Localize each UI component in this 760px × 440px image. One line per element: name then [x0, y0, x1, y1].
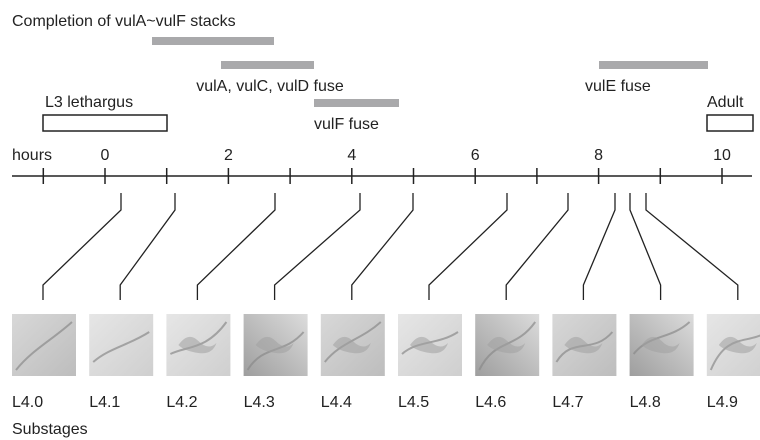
- connector: [352, 193, 413, 300]
- event-label: vulE fuse: [585, 78, 651, 95]
- substage-label: L4.7: [552, 394, 583, 411]
- stage-label: Adult: [707, 94, 744, 111]
- substage-label: L4.2: [166, 394, 197, 411]
- stage-box: [43, 115, 167, 131]
- event-bar: [599, 61, 708, 69]
- substage-label: L4.6: [475, 394, 506, 411]
- substage-label: L4.9: [707, 394, 738, 411]
- stage-label: L3 lethargus: [45, 94, 133, 111]
- axis-tick-label: 4: [347, 147, 356, 164]
- axis-tick-label: 8: [594, 147, 603, 164]
- substage-label: L4.5: [398, 394, 429, 411]
- event-label: vulA, vulC, vulD fuse: [196, 78, 344, 95]
- substage-label: L4.0: [12, 394, 43, 411]
- connector: [275, 193, 360, 300]
- connector: [197, 193, 275, 300]
- stage-box: [707, 115, 753, 131]
- connector: [429, 193, 507, 300]
- axis-label: hours: [12, 147, 52, 164]
- axis-tick-label: 2: [224, 147, 233, 164]
- axis-tick-label: 6: [471, 147, 480, 164]
- timeline-figure: Completion of vulA~vulF stacks vulA, vul…: [0, 0, 760, 440]
- event-bar: [314, 99, 399, 107]
- connector: [43, 193, 121, 300]
- substage-label: L4.3: [244, 394, 275, 411]
- connector: [630, 193, 661, 300]
- connector: [120, 193, 175, 300]
- stack-bar: [152, 37, 274, 45]
- axis-tick-label: 10: [713, 147, 731, 164]
- axis-tick-label: 0: [101, 147, 110, 164]
- substage-label: L4.4: [321, 394, 352, 411]
- substages-label: Substages: [12, 421, 88, 438]
- figure-title: Completion of vulA~vulF stacks: [12, 13, 236, 30]
- substage-label: L4.1: [89, 394, 120, 411]
- event-bar: [221, 61, 314, 69]
- connector: [583, 193, 615, 300]
- substage-label: L4.8: [630, 394, 661, 411]
- connector: [506, 193, 568, 300]
- event-label: vulF fuse: [314, 116, 379, 133]
